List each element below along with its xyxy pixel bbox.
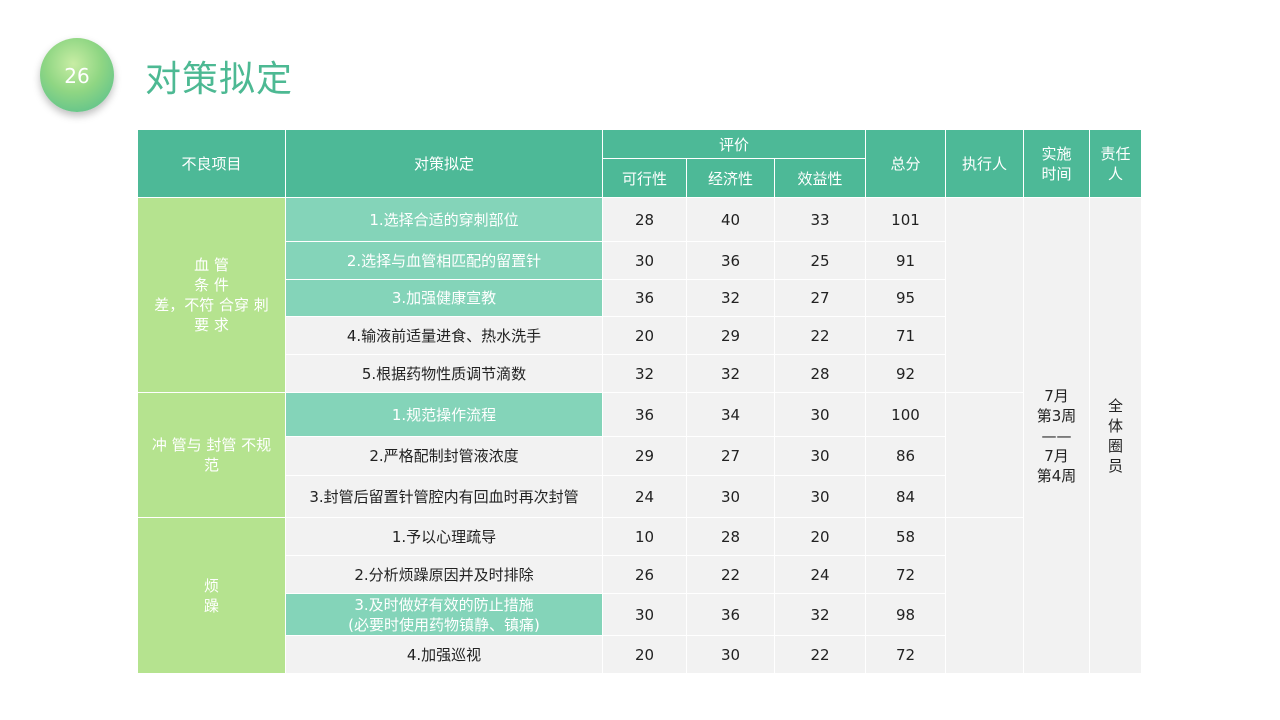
- table-body: 血 管 条 件 差，不符 合穿 刺 要 求 1.选择合适的穿刺部位 28 40 33 10…: [138, 198, 1142, 674]
- total-score-cell: 86: [866, 437, 946, 476]
- economy-score-cell: 32: [687, 355, 775, 393]
- executor-cell: [946, 198, 1024, 393]
- economy-score-cell: 29: [687, 317, 775, 355]
- page-number: 26: [40, 64, 114, 88]
- executor-cell: [946, 393, 1024, 518]
- measure-cell: 5.根据药物性质调节滴数: [286, 355, 603, 393]
- feasibility-score-cell: 30: [603, 594, 687, 636]
- measure-cell: 2.选择与血管相匹配的留置针: [286, 242, 603, 280]
- economy-score-cell: 32: [687, 280, 775, 317]
- total-score-cell: 72: [866, 556, 946, 594]
- total-score-cell: 92: [866, 355, 946, 393]
- feasibility-score-cell: 32: [603, 355, 687, 393]
- feasibility-score-cell: 10: [603, 518, 687, 556]
- feasibility-score-cell: 29: [603, 437, 687, 476]
- economy-score-cell: 28: [687, 518, 775, 556]
- total-score-cell: 72: [866, 636, 946, 674]
- benefit-score-cell: 22: [775, 636, 866, 674]
- total-score-cell: 101: [866, 198, 946, 242]
- total-score-cell: 58: [866, 518, 946, 556]
- feasibility-score-cell: 36: [603, 280, 687, 317]
- page-title: 对策拟定: [145, 50, 293, 102]
- benefit-score-cell: 32: [775, 594, 866, 636]
- header-owner: 责任 人: [1090, 130, 1142, 198]
- feasibility-score-cell: 20: [603, 317, 687, 355]
- measure-cell: 3.加强健康宣教: [286, 280, 603, 317]
- measure-cell: 2.严格配制封管液浓度: [286, 437, 603, 476]
- implementation-time-cell: 7月 第3周 —— 7月 第4周: [1024, 198, 1090, 674]
- measure-cell: 4.输液前适量进食、热水洗手: [286, 317, 603, 355]
- table-row: 血 管 条 件 差，不符 合穿 刺 要 求 1.选择合适的穿刺部位 28 40 33 10…: [138, 198, 1142, 242]
- total-score-cell: 95: [866, 280, 946, 317]
- economy-score-cell: 40: [687, 198, 775, 242]
- table-row: 烦 躁 1.予以心理疏导 10 28 20 58: [138, 518, 1142, 556]
- benefit-score-cell: 25: [775, 242, 866, 280]
- feasibility-score-cell: 24: [603, 476, 687, 518]
- benefit-score-cell: 22: [775, 317, 866, 355]
- benefit-score-cell: 33: [775, 198, 866, 242]
- benefit-score-cell: 30: [775, 393, 866, 437]
- feasibility-score-cell: 28: [603, 198, 687, 242]
- executor-cell: [946, 518, 1024, 674]
- measure-cell: 1.予以心理疏导: [286, 518, 603, 556]
- header-executor: 执行人: [946, 130, 1024, 198]
- total-score-cell: 84: [866, 476, 946, 518]
- total-score-cell: 91: [866, 242, 946, 280]
- benefit-score-cell: 30: [775, 476, 866, 518]
- header-measure: 对策拟定: [286, 130, 603, 198]
- header-feasibility: 可行性: [603, 159, 687, 198]
- economy-score-cell: 30: [687, 476, 775, 518]
- benefit-score-cell: 27: [775, 280, 866, 317]
- category-cell: 血 管 条 件 差，不符 合穿 刺 要 求: [138, 198, 286, 393]
- table-row: 冲 管与 封管 不规 范 1.规范操作流程 36 34 30 100: [138, 393, 1142, 437]
- feasibility-score-cell: 26: [603, 556, 687, 594]
- feasibility-score-cell: 20: [603, 636, 687, 674]
- measure-cell: 1.规范操作流程: [286, 393, 603, 437]
- benefit-score-cell: 24: [775, 556, 866, 594]
- measure-cell: 1.选择合适的穿刺部位: [286, 198, 603, 242]
- countermeasure-table: 不良项目 对策拟定 评价 总分 执行人 实施 时间 责任 人 可行性 经济性 效…: [137, 129, 1142, 674]
- measure-cell: 3.封管后留置针管腔内有回血时再次封管: [286, 476, 603, 518]
- economy-score-cell: 36: [687, 242, 775, 280]
- benefit-score-cell: 30: [775, 437, 866, 476]
- feasibility-score-cell: 36: [603, 393, 687, 437]
- owner-cell: 全 体 圈 员: [1090, 198, 1142, 674]
- header-time: 实施 时间: [1024, 130, 1090, 198]
- total-score-cell: 98: [866, 594, 946, 636]
- measure-cell: 2.分析烦躁原因并及时排除: [286, 556, 603, 594]
- header-evaluation: 评价: [603, 130, 866, 159]
- category-cell: 冲 管与 封管 不规 范: [138, 393, 286, 518]
- page-number-badge: 26: [40, 38, 114, 112]
- economy-score-cell: 22: [687, 556, 775, 594]
- header-item: 不良项目: [138, 130, 286, 198]
- economy-score-cell: 34: [687, 393, 775, 437]
- header-economy: 经济性: [687, 159, 775, 198]
- feasibility-score-cell: 30: [603, 242, 687, 280]
- measure-cell: 3.及时做好有效的防止措施 (必要时使用药物镇静、镇痛): [286, 594, 603, 636]
- measure-cell: 4.加强巡视: [286, 636, 603, 674]
- total-score-cell: 100: [866, 393, 946, 437]
- economy-score-cell: 30: [687, 636, 775, 674]
- header-benefit: 效益性: [775, 159, 866, 198]
- benefit-score-cell: 28: [775, 355, 866, 393]
- economy-score-cell: 36: [687, 594, 775, 636]
- benefit-score-cell: 20: [775, 518, 866, 556]
- economy-score-cell: 27: [687, 437, 775, 476]
- total-score-cell: 71: [866, 317, 946, 355]
- category-cell: 烦 躁: [138, 518, 286, 674]
- header-total: 总分: [866, 130, 946, 198]
